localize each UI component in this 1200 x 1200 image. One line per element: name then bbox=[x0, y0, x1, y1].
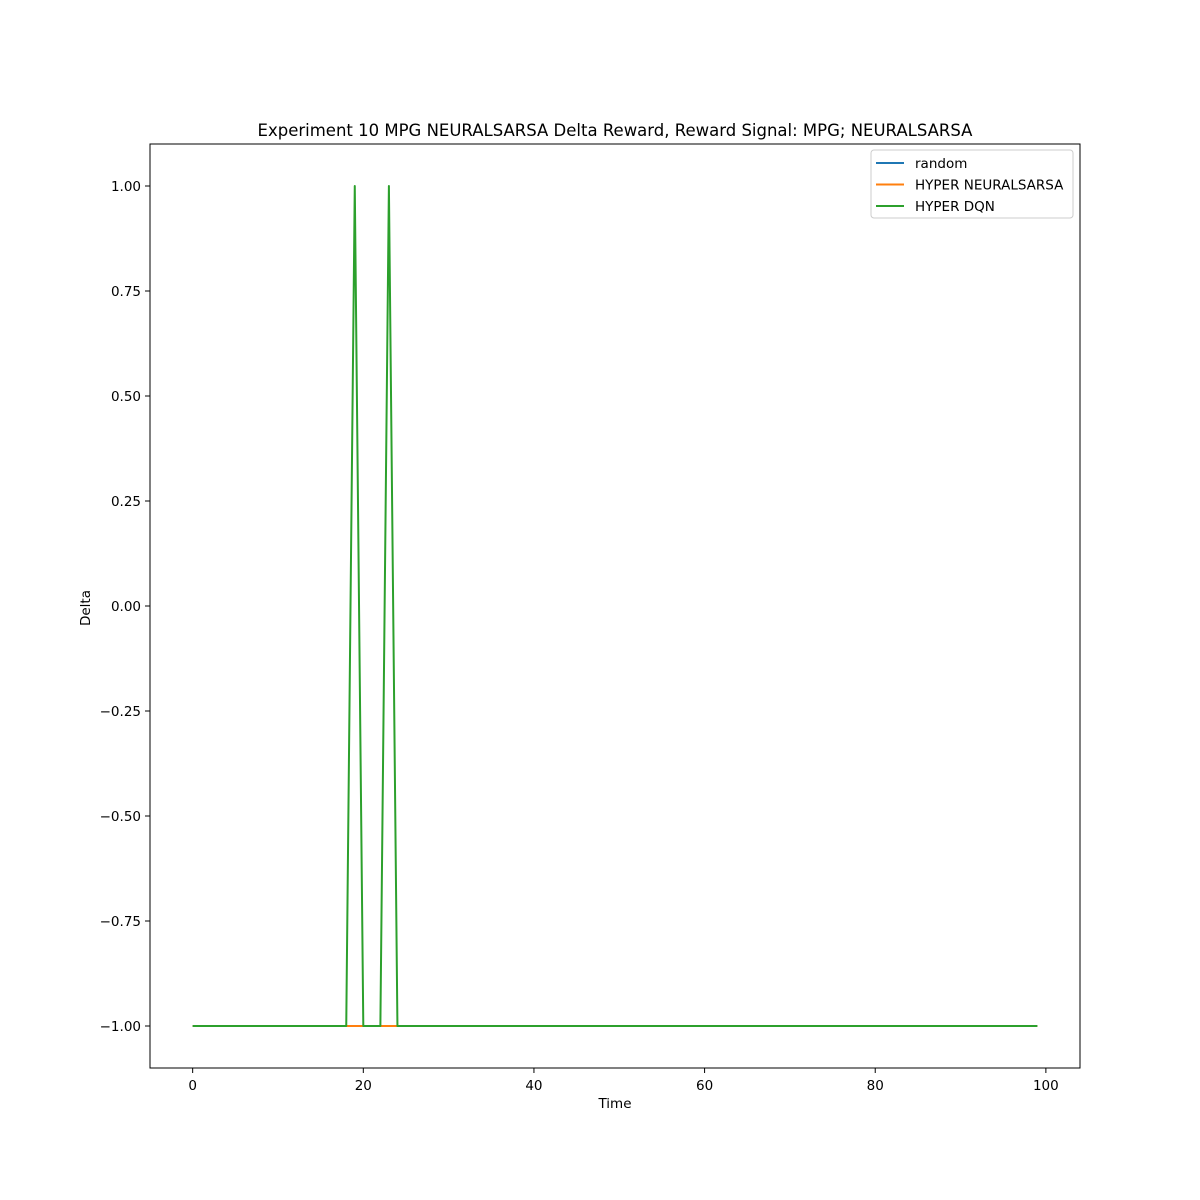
legend: random HYPER NEURALSARSA HYPER DQN bbox=[870, 149, 1074, 219]
legend-entry-label: random bbox=[915, 156, 967, 172]
y-tick-label: 0.75 bbox=[111, 284, 141, 300]
x-tick-label: 0 bbox=[188, 1078, 197, 1094]
x-tick-label: 80 bbox=[867, 1078, 884, 1094]
x-tick-label: 20 bbox=[355, 1078, 372, 1094]
x-tick-label: 40 bbox=[525, 1078, 542, 1094]
y-tick-label: −1.00 bbox=[100, 1019, 141, 1035]
y-tick-label: −0.25 bbox=[100, 704, 141, 720]
y-tick-label: 1.00 bbox=[111, 179, 141, 195]
y-tick-label: −0.75 bbox=[100, 914, 141, 930]
x-axis-label: Time bbox=[597, 1096, 631, 1112]
chart-title: Experiment 10 MPG NEURALSARSA Delta Rewa… bbox=[258, 121, 974, 140]
y-tick-label: 0.50 bbox=[111, 389, 141, 405]
y-tick-label: 0.25 bbox=[111, 494, 141, 510]
series-line-hyper-dqn bbox=[192, 185, 1038, 1027]
y-tick-label: 0.00 bbox=[111, 599, 141, 615]
y-axis-label: Delta bbox=[78, 590, 94, 626]
x-axis: 0 20 40 60 80 100 bbox=[188, 1068, 1059, 1094]
x-tick-label: 100 bbox=[1033, 1078, 1059, 1094]
x-tick-label: 60 bbox=[696, 1078, 713, 1094]
y-axis: −1.00 −0.75 −0.50 −0.25 0.00 0.25 0.50 0.75 1.00 bbox=[100, 179, 150, 1035]
y-tick-label: −0.50 bbox=[100, 809, 141, 825]
legend-entry-label: HYPER NEURALSARSA bbox=[915, 178, 1064, 194]
legend-entry-label: HYPER DQN bbox=[915, 199, 995, 215]
plot-lines bbox=[192, 185, 1038, 1027]
legend-box bbox=[870, 149, 1074, 219]
